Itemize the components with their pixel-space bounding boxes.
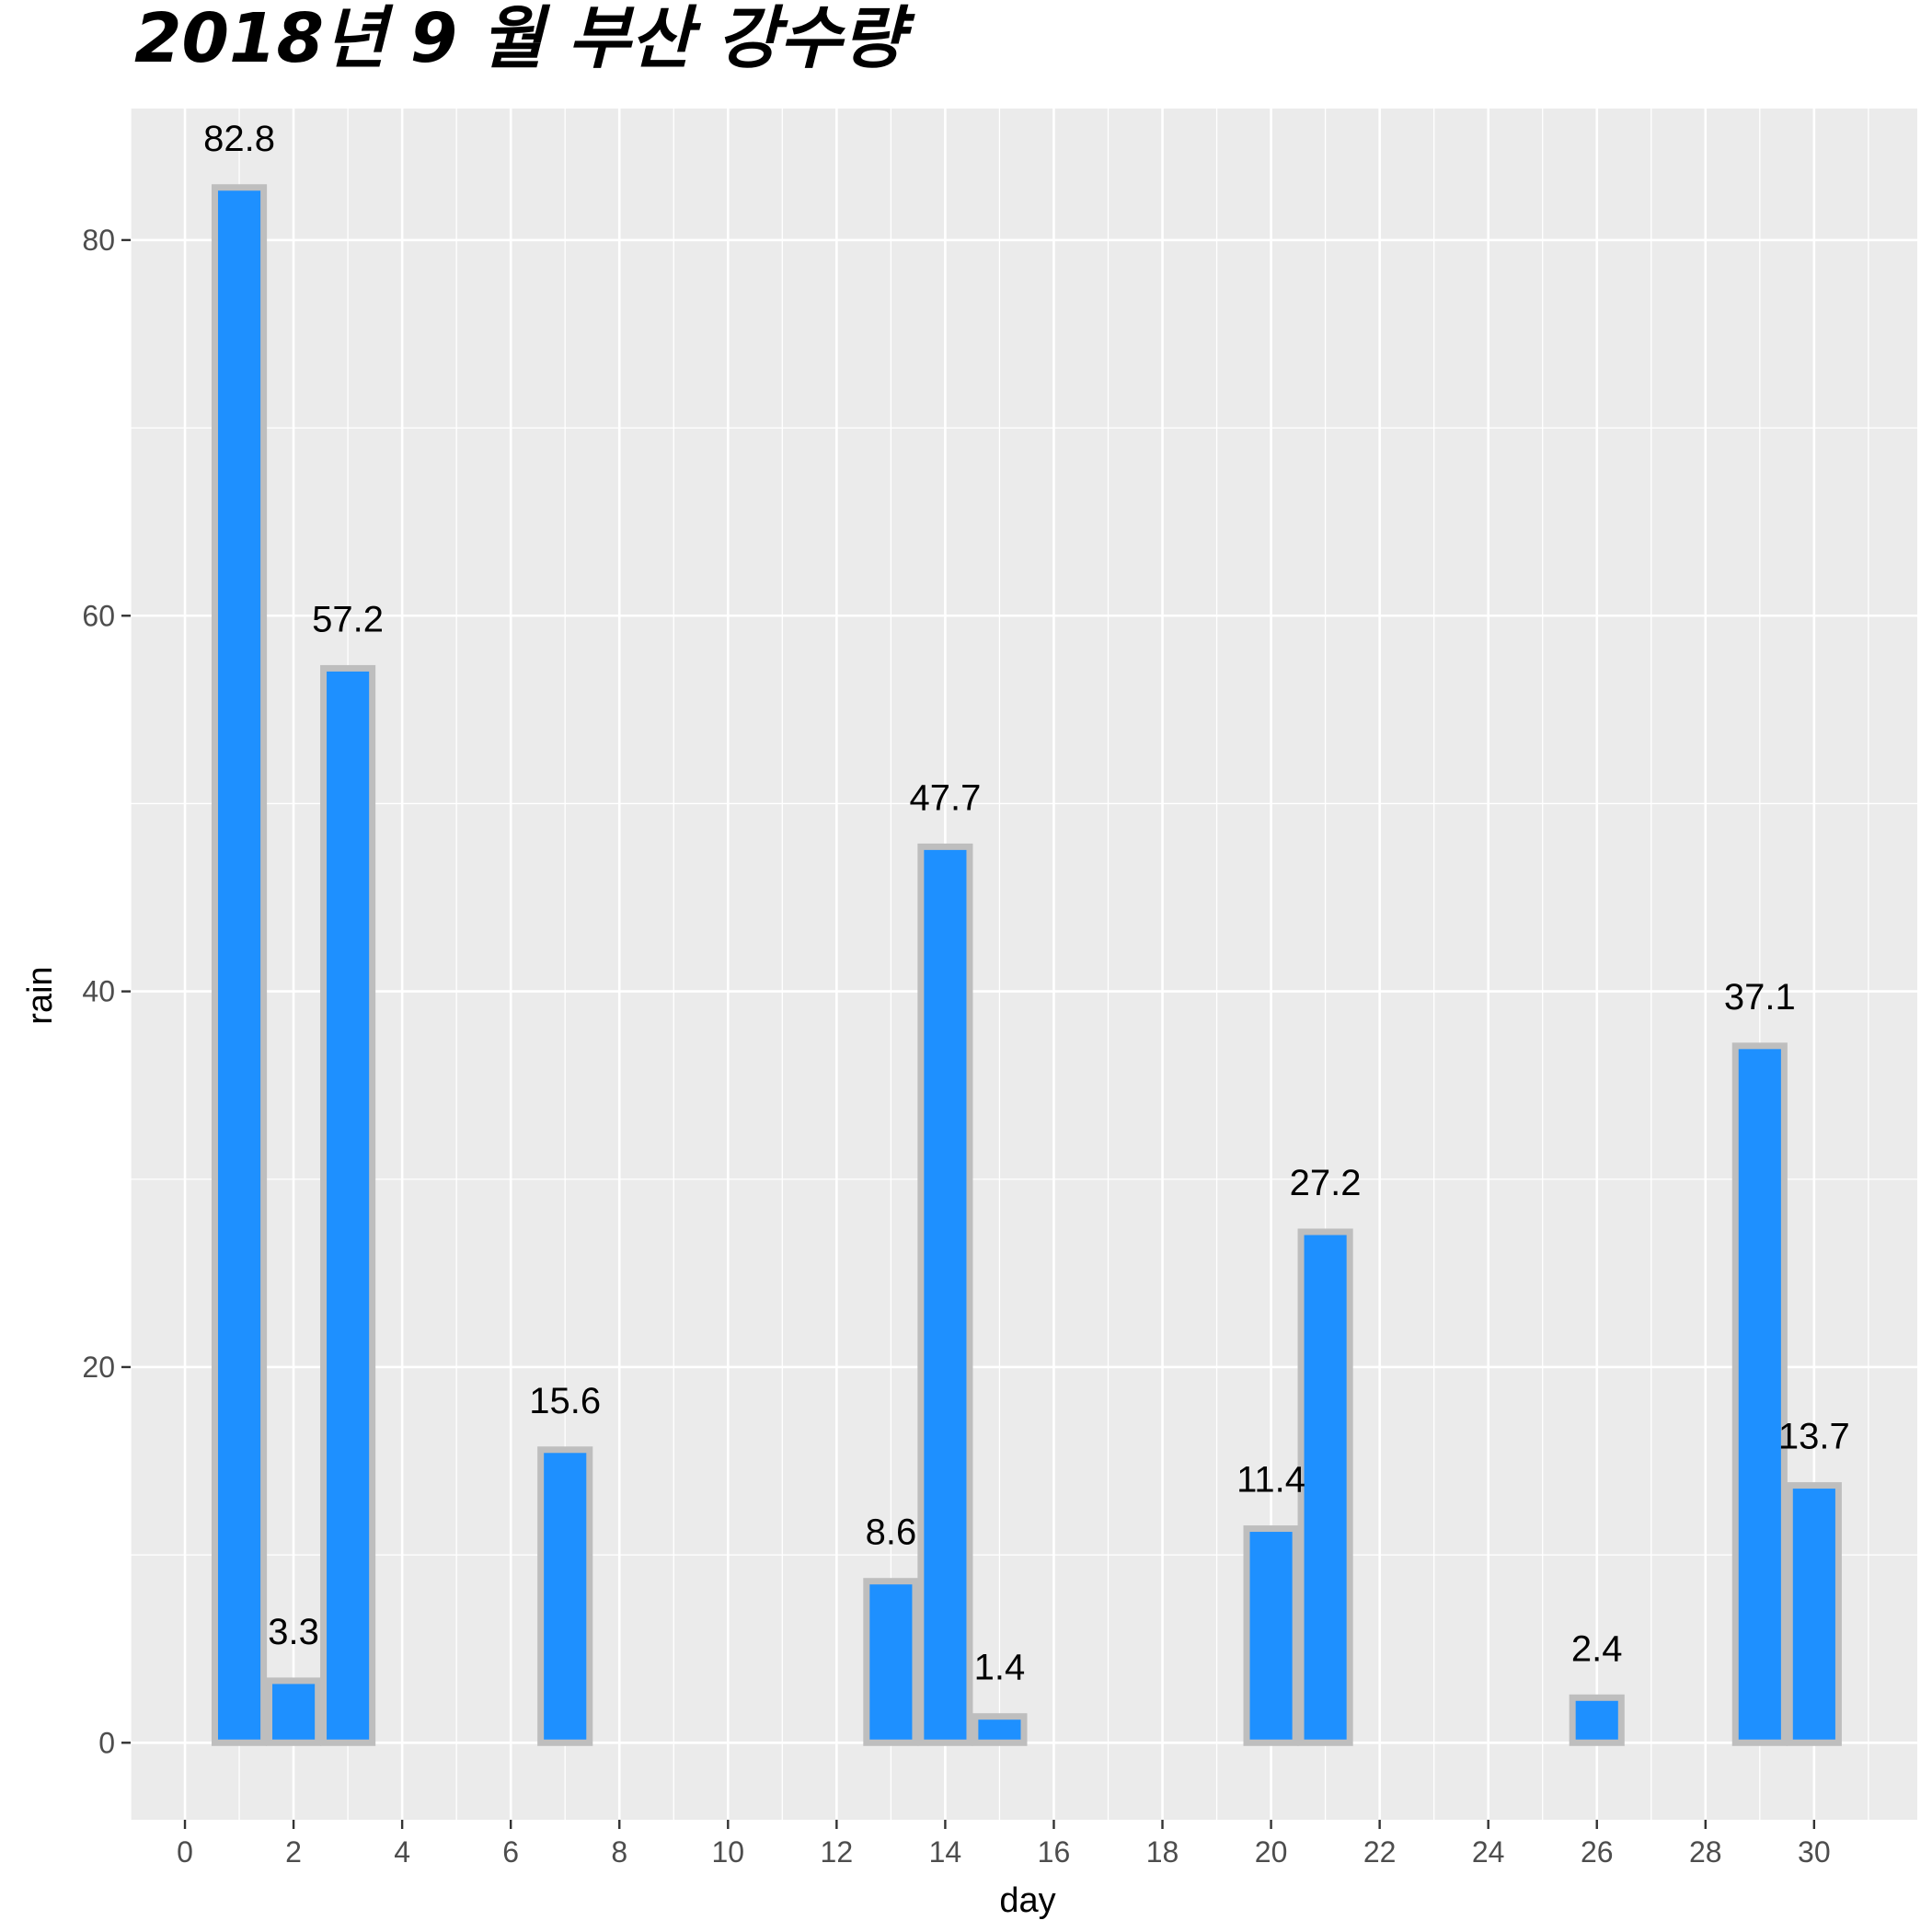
x-tick-label: 22 [1363, 1835, 1397, 1869]
bar-day-26 [1569, 1694, 1625, 1746]
bar-day-1 [211, 184, 268, 1746]
data-labels: 82.8 3.3 57.2 15.6 8.6 47.7 1.4 11.4 27.2 2.4 37.1… [203, 119, 1850, 1688]
x-tick-label: 30 [1798, 1835, 1831, 1869]
grid-minor [130, 109, 1917, 1820]
data-label-day-13: 8.6 [866, 1512, 917, 1553]
bar-day-3 [320, 664, 376, 1746]
x-tick-label: 26 [1581, 1835, 1614, 1869]
data-label-day-15: 1.4 [974, 1648, 1026, 1688]
x-tick-label: 2 [285, 1835, 302, 1869]
data-label-day-21: 27.2 [1290, 1163, 1362, 1203]
y-axis-title: rain [21, 966, 60, 1024]
bar-day-29 [1731, 1042, 1788, 1746]
data-label-day-14: 47.7 [909, 777, 981, 818]
data-label-day-1: 82.8 [203, 119, 275, 159]
y-tick-label: 80 [82, 224, 115, 257]
bar-day-13 [863, 1578, 919, 1746]
bar-day-21 [1297, 1228, 1353, 1746]
data-label-day-2: 3.3 [268, 1612, 319, 1652]
x-axis: 0 2 4 6 8 10 12 14 16 18 20 22 24 26 28 30 [177, 1820, 1831, 1869]
bars [211, 184, 1842, 1746]
data-label-day-30: 13.7 [1778, 1417, 1850, 1457]
x-tick-label: 12 [821, 1835, 854, 1869]
x-tick-label: 20 [1255, 1835, 1288, 1869]
data-label-day-29: 37.1 [1724, 977, 1796, 1018]
plot-panel [131, 109, 1917, 1820]
data-label-day-26: 2.4 [1571, 1628, 1623, 1669]
bar-day-14 [917, 843, 973, 1746]
bar-day-30 [1786, 1482, 1842, 1746]
y-tick-label: 40 [82, 975, 115, 1008]
bar-day-2 [266, 1677, 322, 1746]
x-tick-label: 0 [177, 1835, 193, 1869]
y-axis: 0 20 40 60 80 [82, 224, 131, 1759]
bar-day-20 [1243, 1525, 1299, 1746]
x-tick-label: 4 [394, 1835, 410, 1869]
bar-day-7 [537, 1446, 593, 1746]
bar-day-15 [972, 1713, 1028, 1746]
x-tick-label: 6 [502, 1835, 519, 1869]
x-tick-label: 24 [1472, 1835, 1505, 1869]
chart-title: 2018년 9 월 부산 강수량 [134, 0, 915, 78]
y-tick-label: 0 [98, 1726, 115, 1759]
x-tick-label: 10 [712, 1835, 745, 1869]
x-tick-label: 8 [611, 1835, 627, 1869]
x-tick-label: 14 [929, 1835, 962, 1869]
data-label-day-20: 11.4 [1236, 1460, 1305, 1501]
y-tick-label: 20 [82, 1351, 115, 1384]
x-tick-label: 28 [1689, 1835, 1722, 1869]
x-axis-title: day [999, 1881, 1055, 1920]
y-tick-label: 60 [82, 599, 115, 632]
data-label-day-3: 57.2 [312, 599, 384, 639]
data-label-day-7: 15.6 [529, 1381, 601, 1421]
x-tick-label: 18 [1146, 1835, 1179, 1869]
x-tick-label: 16 [1038, 1835, 1071, 1869]
